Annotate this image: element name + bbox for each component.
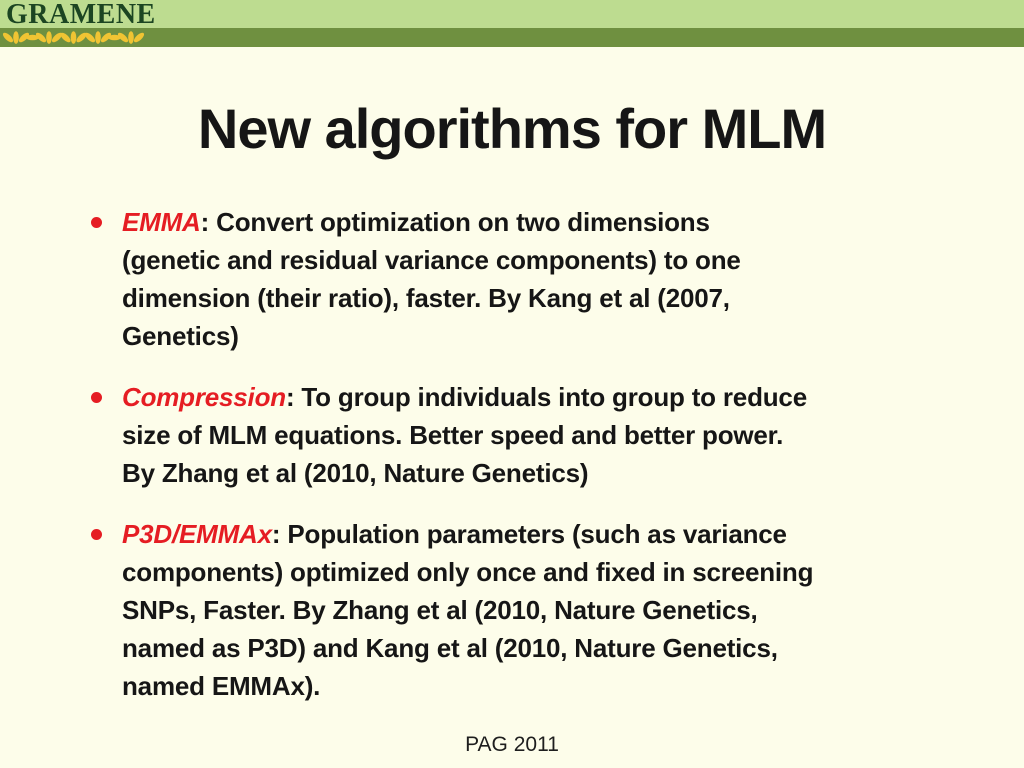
bullet-line-text: : To group individuals into group to red… bbox=[285, 382, 807, 412]
header-band-olive bbox=[0, 28, 1024, 47]
slide-footer: PAG 2011 bbox=[465, 733, 559, 756]
slide-title: New algorithms for MLM bbox=[197, 97, 827, 160]
bullet-term: Compression bbox=[122, 382, 286, 412]
bullet-line-text: : Convert optimization on two dimensions bbox=[200, 207, 710, 237]
bullet-dot-icon bbox=[91, 217, 102, 228]
bullet-line: dimension (their ratio), faster. By Kang… bbox=[122, 283, 730, 313]
bullet-list: EMMA: Convert optimization on two dimens… bbox=[90, 203, 950, 728]
bullet-item-compression: Compression: To group individuals into g… bbox=[90, 378, 950, 492]
bullet-term: EMMA bbox=[122, 207, 201, 237]
bullet-line: P3D/EMMAx: Population parameters (such a… bbox=[122, 515, 950, 553]
bullet-line: named EMMAx). bbox=[122, 671, 321, 701]
bullet-line: components) optimized only once and fixe… bbox=[122, 557, 814, 587]
wheat-grains-icon bbox=[3, 31, 145, 44]
bullet-line: size of MLM equations. Better speed and … bbox=[122, 420, 784, 450]
bullet-line-text: : Population parameters (such as varianc… bbox=[271, 519, 787, 549]
bullet-term: P3D/EMMAx bbox=[122, 519, 272, 549]
bullet-line: EMMA: Convert optimization on two dimens… bbox=[122, 203, 950, 241]
bullet-dot-icon bbox=[91, 529, 102, 540]
bullet-line: SNPs, Faster. By Zhang et al (2010, Natu… bbox=[122, 595, 758, 625]
bullet-item-emma: EMMA: Convert optimization on two dimens… bbox=[90, 203, 950, 355]
gramene-logo: GRAMENE bbox=[6, 0, 156, 30]
bullet-line: Compression: To group individuals into g… bbox=[122, 378, 950, 416]
bullet-item-p3d-emmax: P3D/EMMAx: Population parameters (such a… bbox=[90, 515, 950, 705]
bullet-line: (genetic and residual variance component… bbox=[122, 245, 741, 275]
bullet-line: Genetics) bbox=[122, 321, 239, 351]
bullet-line: named as P3D) and Kang et al (2010, Natu… bbox=[122, 633, 778, 663]
bullet-line: By Zhang et al (2010, Nature Genetics) bbox=[122, 458, 589, 488]
header-band-light bbox=[0, 0, 1024, 28]
bullet-dot-icon bbox=[91, 392, 102, 403]
